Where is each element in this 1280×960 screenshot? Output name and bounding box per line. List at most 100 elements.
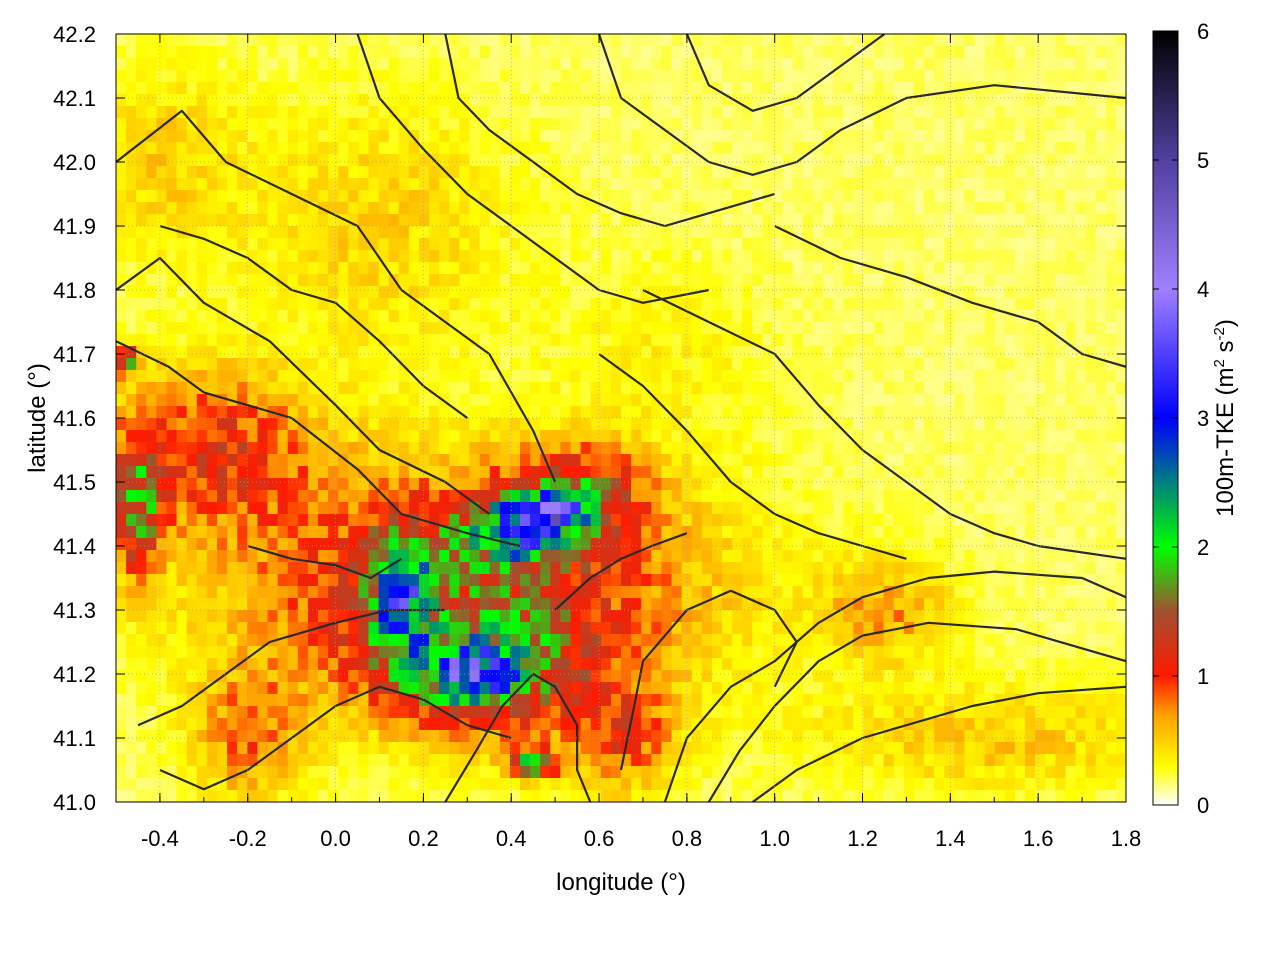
heatmap-cell bbox=[459, 178, 471, 191]
heatmap-cell bbox=[297, 34, 309, 47]
heatmap-cell bbox=[116, 166, 127, 179]
heatmap-cell bbox=[469, 562, 481, 575]
heatmap-cell bbox=[176, 238, 188, 251]
heatmap-cell bbox=[883, 454, 895, 467]
heatmap-cell bbox=[833, 46, 844, 59]
heatmap-cell bbox=[873, 46, 885, 59]
heatmap-cell bbox=[297, 202, 309, 215]
heatmap-cell bbox=[762, 70, 774, 83]
heatmap-cell bbox=[823, 454, 834, 467]
heatmap-cell bbox=[126, 382, 137, 395]
heatmap-cell bbox=[913, 154, 925, 167]
heatmap-cell bbox=[610, 166, 622, 179]
heatmap-cell bbox=[489, 478, 501, 491]
heatmap-cell bbox=[671, 346, 683, 359]
heatmap-cell bbox=[479, 250, 491, 263]
heatmap-cell bbox=[944, 298, 955, 311]
heatmap-cell bbox=[1025, 346, 1036, 359]
heatmap-cell bbox=[711, 430, 723, 443]
heatmap-cell bbox=[388, 178, 400, 191]
heatmap-cell bbox=[994, 478, 1006, 491]
heatmap-cell bbox=[944, 430, 955, 443]
heatmap-cell bbox=[671, 94, 683, 107]
heatmap-cell bbox=[671, 418, 683, 431]
heatmap-cell bbox=[944, 454, 955, 467]
heatmap-cell bbox=[621, 94, 632, 107]
heatmap-cell bbox=[661, 442, 673, 455]
heatmap-cell bbox=[287, 262, 299, 275]
heatmap-cell bbox=[408, 502, 420, 515]
heatmap-cell bbox=[257, 574, 269, 587]
heatmap-cell bbox=[439, 502, 450, 515]
heatmap-cell bbox=[459, 502, 471, 515]
heatmap-cell bbox=[1055, 202, 1066, 215]
heatmap-cell bbox=[802, 178, 814, 191]
heatmap-cell bbox=[1115, 70, 1126, 83]
heatmap-cell bbox=[439, 154, 450, 167]
heatmap-cell bbox=[782, 610, 794, 623]
heatmap-cell bbox=[711, 190, 723, 203]
heatmap-cell bbox=[550, 574, 561, 587]
heatmap-cell bbox=[732, 202, 743, 215]
heatmap-cell bbox=[176, 166, 188, 179]
heatmap-cell bbox=[691, 562, 703, 575]
heatmap-cell bbox=[843, 502, 854, 515]
heatmap-cell bbox=[752, 394, 763, 407]
heatmap-cell bbox=[307, 238, 319, 251]
heatmap-cell bbox=[883, 514, 895, 527]
heatmap-cell bbox=[661, 298, 673, 311]
heatmap-cell bbox=[1095, 154, 1107, 167]
heatmap-cell bbox=[166, 298, 178, 311]
heatmap-cell bbox=[974, 46, 986, 59]
heatmap-cell bbox=[318, 58, 329, 71]
heatmap-cell bbox=[126, 406, 137, 419]
heatmap-cell bbox=[964, 382, 976, 395]
heatmap-cell bbox=[752, 418, 763, 431]
heatmap-cell bbox=[378, 214, 390, 227]
heatmap-cell bbox=[520, 58, 531, 71]
heatmap-cell bbox=[610, 226, 622, 239]
heatmap-cell bbox=[398, 454, 410, 467]
heatmap-cell bbox=[429, 310, 440, 323]
heatmap-cell bbox=[641, 154, 652, 167]
heatmap-cell bbox=[580, 562, 592, 575]
heatmap-cell bbox=[772, 502, 784, 515]
heatmap-cell bbox=[247, 226, 258, 239]
heatmap-cell bbox=[641, 238, 652, 251]
heatmap-cell bbox=[520, 274, 531, 287]
heatmap-cell bbox=[853, 394, 864, 407]
heatmap-cell bbox=[1115, 58, 1126, 71]
heatmap-cell bbox=[610, 334, 622, 347]
heatmap-cell bbox=[307, 118, 319, 131]
heatmap-cell bbox=[540, 178, 551, 191]
heatmap-cell bbox=[641, 58, 652, 71]
heatmap-cell bbox=[156, 94, 168, 107]
heatmap-cell bbox=[631, 562, 642, 575]
heatmap-cell bbox=[802, 478, 814, 491]
heatmap-cell bbox=[661, 238, 673, 251]
heatmap-cell bbox=[398, 130, 410, 143]
heatmap-cell bbox=[338, 478, 349, 491]
heatmap-cell bbox=[711, 610, 723, 623]
heatmap-cell bbox=[489, 130, 501, 143]
heatmap-cell bbox=[318, 418, 329, 431]
heatmap-cell bbox=[1045, 58, 1056, 71]
heatmap-cell bbox=[499, 46, 511, 59]
heatmap-cell bbox=[1035, 286, 1046, 299]
heatmap-cell bbox=[328, 502, 339, 515]
heatmap-cell bbox=[419, 598, 430, 611]
heatmap-cell bbox=[903, 550, 915, 563]
heatmap-cell bbox=[782, 310, 794, 323]
heatmap-cell bbox=[823, 190, 834, 203]
heatmap-cell bbox=[217, 274, 228, 287]
heatmap-cell bbox=[479, 442, 491, 455]
heatmap-cell bbox=[1065, 154, 1077, 167]
heatmap-cell bbox=[1075, 298, 1087, 311]
heatmap-cell bbox=[610, 370, 622, 383]
heatmap-cell bbox=[772, 166, 784, 179]
heatmap-cell bbox=[550, 250, 561, 263]
heatmap-cell bbox=[944, 358, 955, 371]
heatmap-cell bbox=[318, 130, 329, 143]
heatmap-cell bbox=[833, 82, 844, 95]
heatmap-cell bbox=[631, 130, 642, 143]
